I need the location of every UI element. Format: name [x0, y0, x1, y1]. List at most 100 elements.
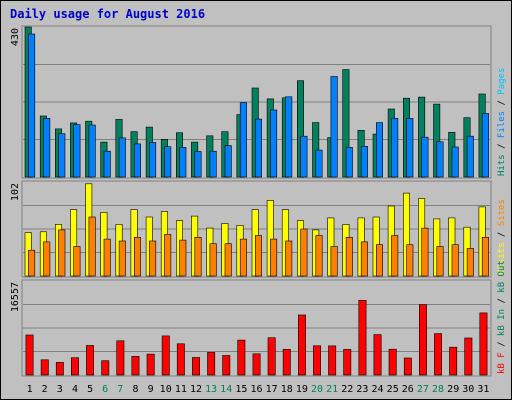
bar-kb-f-day-20 — [313, 345, 321, 376]
bar-sites-day-2 — [43, 241, 51, 277]
bar-sites-day-18 — [285, 240, 293, 277]
bar-files-day-21 — [330, 76, 338, 178]
bar-kb-f-day-9 — [146, 353, 155, 376]
bar-kb-f-day-19 — [297, 314, 306, 376]
x-tick-day-10: 10 — [160, 384, 172, 395]
panel-legend: Visits / Sites — [497, 199, 507, 275]
bar-sites-day-29 — [451, 244, 459, 277]
bar-sites-day-13 — [209, 243, 217, 277]
bar-files-day-11 — [179, 147, 187, 178]
bar-sites-day-23 — [360, 241, 368, 277]
x-tick-day-11: 11 — [175, 384, 187, 395]
bar-kb-f-day-17 — [267, 337, 276, 376]
x-tick-day-6: 6 — [102, 384, 108, 395]
bar-files-day-28 — [436, 141, 444, 178]
bar-files-day-7 — [118, 137, 126, 178]
bar-kb-f-day-30 — [464, 337, 473, 376]
panel-max-label: 430 — [10, 28, 21, 46]
bar-files-day-17 — [270, 109, 278, 178]
panel-legend: Hits / Files / Pages — [497, 68, 507, 176]
bar-files-day-15 — [239, 102, 247, 178]
bar-kb-f-day-27 — [418, 304, 427, 376]
legend-entry: / — [497, 336, 507, 347]
bar-files-day-14 — [224, 145, 232, 178]
bar-files-day-4 — [73, 124, 81, 178]
bar-files-day-27 — [421, 136, 429, 178]
bar-kb-f-day-14 — [222, 355, 231, 376]
legend-entry: kB In — [497, 304, 507, 337]
bar-kb-f-day-25 — [388, 348, 397, 376]
bar-kb-f-day-21 — [328, 345, 337, 376]
chart-title: Daily usage for August 2016 — [10, 7, 205, 21]
panel-kbytes: 16557 kB F / kB In / kB Out — [10, 260, 507, 377]
x-tick-day-26: 26 — [402, 384, 414, 395]
legend-entry: / — [497, 293, 507, 304]
bar-files-day-10 — [164, 146, 172, 178]
legend-entry: Hits — [497, 149, 507, 176]
bar-kb-f-day-29 — [449, 346, 458, 376]
legend-entry: / — [497, 138, 507, 149]
legend-entry: / — [497, 226, 507, 237]
bar-sites-day-4 — [73, 246, 81, 277]
bar-sites-day-9 — [149, 240, 157, 277]
panel-visits: 102 Visits / Sites — [10, 180, 507, 278]
x-tick-day-7: 7 — [117, 384, 123, 395]
bar-sites-day-6 — [103, 238, 111, 277]
x-tick-day-15: 15 — [235, 384, 247, 395]
bar-kb-f-day-16 — [252, 353, 261, 376]
x-tick-day-30: 30 — [462, 384, 474, 395]
bar-sites-day-21 — [330, 246, 338, 277]
bar-sites-day-8 — [134, 237, 142, 277]
bar-sites-day-5 — [88, 216, 96, 277]
bar-files-day-22 — [345, 147, 353, 178]
bar-sites-day-31 — [481, 237, 489, 277]
bar-sites-day-7 — [118, 240, 126, 277]
bar-files-day-12 — [194, 151, 202, 178]
bar-kb-f-day-23 — [358, 299, 367, 376]
bar-sites-day-15 — [239, 238, 247, 277]
bar-files-day-24 — [375, 122, 383, 178]
bar-sites-day-14 — [224, 243, 232, 277]
panel-max-label: 102 — [10, 183, 21, 201]
bar-kb-f-day-6 — [101, 360, 110, 376]
bar-sites-day-26 — [406, 244, 414, 277]
chart-panels: 430 Hits / Files / Pages 102 Visits / Si… — [10, 25, 507, 377]
bar-sites-day-25 — [391, 235, 399, 277]
bar-files-day-18 — [285, 96, 293, 178]
bar-kb-f-day-5 — [86, 345, 95, 376]
x-axis-day-labels: 1 2 3 4 5 6 7 8 9 10 11 12 13 14 15 16 17 18 19 20 21 22 23 24 2… — [27, 384, 490, 395]
bar-sites-day-24 — [375, 244, 383, 277]
bar-sites-day-20 — [315, 235, 323, 277]
bar-files-day-9 — [149, 142, 157, 178]
legend-entry: Files — [497, 106, 507, 139]
bar-kb-f-day-11 — [176, 343, 185, 376]
bar-files-day-3 — [58, 133, 66, 178]
x-tick-day-2: 2 — [42, 384, 48, 395]
legend-entry: kB F — [497, 347, 507, 374]
bar-sites-day-10 — [164, 234, 172, 277]
bar-sites-day-17 — [270, 238, 278, 277]
bar-files-day-29 — [451, 146, 459, 178]
bar-files-day-16 — [255, 118, 263, 178]
bar-kb-f-day-28 — [434, 333, 442, 376]
bar-files-day-19 — [300, 135, 308, 178]
bar-files-day-20 — [315, 149, 323, 178]
x-tick-day-13: 13 — [205, 384, 217, 395]
x-tick-day-9: 9 — [148, 384, 154, 395]
bar-kb-f-day-3 — [55, 362, 64, 376]
bar-kb-f-day-2 — [40, 359, 49, 376]
x-tick-day-27: 27 — [417, 384, 429, 395]
bar-sites-day-12 — [194, 237, 202, 277]
panel-max-label: 16557 — [10, 282, 21, 312]
x-tick-day-18: 18 — [281, 384, 293, 395]
x-tick-day-19: 19 — [296, 384, 308, 395]
x-tick-day-16: 16 — [250, 384, 262, 395]
bar-kb-f-day-13 — [207, 352, 216, 376]
bar-files-day-6 — [103, 150, 111, 178]
x-tick-day-1: 1 — [27, 384, 33, 395]
bar-files-day-8 — [134, 143, 142, 178]
x-tick-day-22: 22 — [341, 384, 353, 395]
x-tick-day-5: 5 — [87, 384, 93, 395]
x-tick-day-23: 23 — [356, 384, 368, 395]
